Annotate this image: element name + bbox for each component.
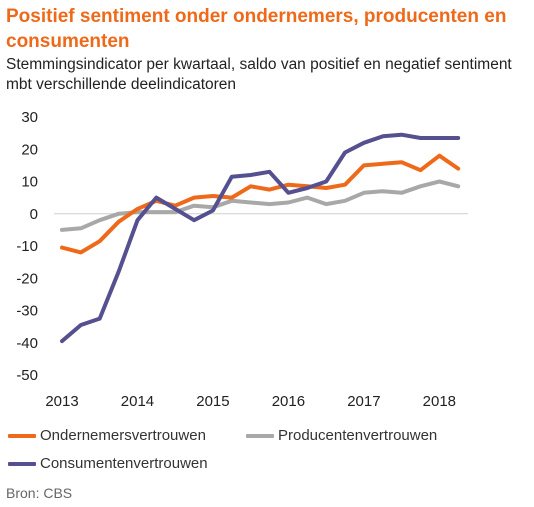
- x-tick-label: 2014: [121, 393, 154, 410]
- y-tick-label: 10: [21, 174, 38, 191]
- legend-item-ondernemers: Ondernemersvertrouwen: [8, 427, 206, 444]
- series-line-ondernemersvertrouwen: [60, 153, 461, 255]
- chart-subtitle: Stemmingsindicator per kwartaal, saldo v…: [6, 56, 512, 93]
- series-line-consumentenvertrouwen: [60, 132, 461, 344]
- series-lines: [60, 132, 461, 344]
- x-tick-label: 2017: [347, 393, 380, 410]
- x-axis: 2013 2014 2015 2016 2017 2018: [45, 393, 456, 410]
- legend-label-consumenten: Consumentenvertrouwen: [40, 455, 208, 472]
- y-tick-label: -30: [16, 303, 38, 320]
- y-tick-label: 0: [30, 206, 38, 223]
- legend-label-ondernemers: Ondernemersvertrouwen: [40, 427, 206, 444]
- x-tick-label: 2015: [196, 393, 229, 410]
- y-tick-label: -50: [16, 367, 38, 384]
- legend-item-consumenten: Consumentenvertrouwen: [8, 455, 208, 472]
- y-tick-label: -20: [16, 270, 38, 287]
- x-tick-label: 2013: [45, 393, 78, 410]
- y-tick-label: 20: [21, 141, 38, 158]
- x-tick-label: 2016: [272, 393, 305, 410]
- legend-label-producenten: Producentenvertrouwen: [278, 427, 438, 444]
- legend-swatch-producenten: [246, 434, 274, 439]
- legend-swatch-ondernemers: [8, 434, 36, 439]
- legend-item-producenten: Producentenvertrouwen: [246, 427, 437, 444]
- x-tick-label: 2018: [423, 393, 456, 410]
- y-tick-label: -40: [16, 335, 38, 352]
- y-tick-label: -10: [16, 238, 38, 255]
- y-axis: 30 20 10 0 -10 -20 -30 -40 -50: [16, 109, 38, 384]
- y-tick-label: 30: [21, 109, 38, 126]
- legend-swatch-consumenten: [8, 462, 36, 467]
- chart-title: Positief sentiment onder ondernemers, pr…: [6, 6, 507, 52]
- source-note: Bron: CBS: [6, 485, 73, 501]
